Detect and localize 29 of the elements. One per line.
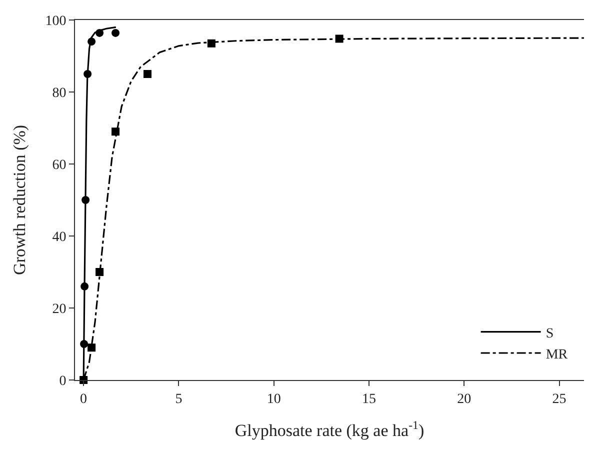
y-axis-title: Growth reduction (%) (10, 124, 29, 276)
y-tick-label: 40 (52, 230, 66, 245)
point (82, 196, 90, 204)
point (80, 340, 88, 348)
y-tick-label: 60 (52, 158, 66, 173)
x-tick-label: 20 (457, 392, 472, 407)
point (88, 38, 96, 46)
x-tick-label: 25 (552, 392, 566, 407)
y-tick-label: 100 (45, 14, 66, 29)
point (88, 344, 96, 352)
x-axis-title: Glyphosate rate (kg ae ha$^{-1}$) (234, 418, 424, 440)
y-tick-label: 0 (59, 374, 66, 389)
point (112, 28, 120, 37)
point (96, 28, 104, 37)
x-tick-label: 0 (80, 392, 88, 407)
point (80, 282, 89, 290)
point (84, 70, 92, 78)
point (144, 70, 152, 78)
y-tick-label: 20 (52, 302, 66, 317)
x-tick-label: 5 (175, 392, 182, 407)
legend-label: S (546, 326, 554, 342)
point (96, 268, 104, 276)
y-tick-label: 80 (52, 86, 66, 101)
point (112, 128, 120, 136)
x-tick-label: 10 (266, 392, 281, 407)
x-tick-label: 15 (362, 392, 376, 407)
point (335, 34, 344, 43)
legend-label: MR (546, 347, 568, 362)
point (207, 39, 216, 48)
